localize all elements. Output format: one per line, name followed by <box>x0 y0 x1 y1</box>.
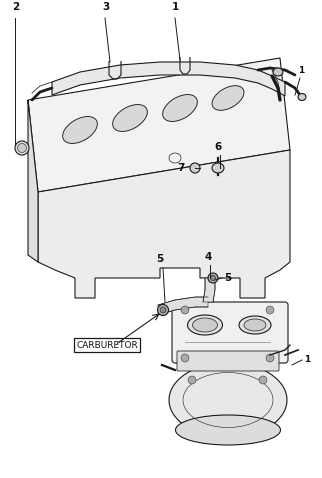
Text: 4: 4 <box>204 252 212 262</box>
FancyBboxPatch shape <box>177 351 279 371</box>
Ellipse shape <box>244 319 266 331</box>
Ellipse shape <box>15 141 29 155</box>
Ellipse shape <box>193 318 217 332</box>
Text: CARBURETOR: CARBURETOR <box>76 340 138 349</box>
Ellipse shape <box>175 415 280 445</box>
Polygon shape <box>28 58 290 192</box>
Ellipse shape <box>212 86 244 110</box>
Polygon shape <box>28 100 38 262</box>
Polygon shape <box>158 297 208 315</box>
Ellipse shape <box>208 273 218 283</box>
Ellipse shape <box>190 163 200 173</box>
Text: 1: 1 <box>298 66 304 75</box>
Ellipse shape <box>113 105 147 131</box>
Text: 5: 5 <box>156 254 164 264</box>
Ellipse shape <box>211 275 215 281</box>
Text: 1: 1 <box>304 356 310 365</box>
Text: 2: 2 <box>12 2 19 12</box>
Ellipse shape <box>298 94 306 100</box>
Polygon shape <box>52 62 285 96</box>
Text: 1: 1 <box>172 2 179 12</box>
Text: 7: 7 <box>178 163 185 173</box>
Circle shape <box>181 354 189 362</box>
Circle shape <box>181 306 189 314</box>
Ellipse shape <box>273 68 283 76</box>
Ellipse shape <box>239 316 271 334</box>
Polygon shape <box>38 150 290 298</box>
Ellipse shape <box>63 117 97 143</box>
Ellipse shape <box>163 95 197 121</box>
Polygon shape <box>203 278 215 302</box>
Text: 3: 3 <box>102 2 109 12</box>
Circle shape <box>266 354 274 362</box>
Ellipse shape <box>212 163 224 173</box>
Text: 5: 5 <box>224 273 231 283</box>
Ellipse shape <box>160 307 166 313</box>
Circle shape <box>259 376 267 384</box>
Circle shape <box>188 376 196 384</box>
Ellipse shape <box>157 304 168 315</box>
FancyBboxPatch shape <box>172 302 288 363</box>
Ellipse shape <box>187 315 223 335</box>
Circle shape <box>266 306 274 314</box>
Ellipse shape <box>17 143 26 152</box>
Ellipse shape <box>169 362 287 437</box>
Text: 6: 6 <box>214 142 222 152</box>
